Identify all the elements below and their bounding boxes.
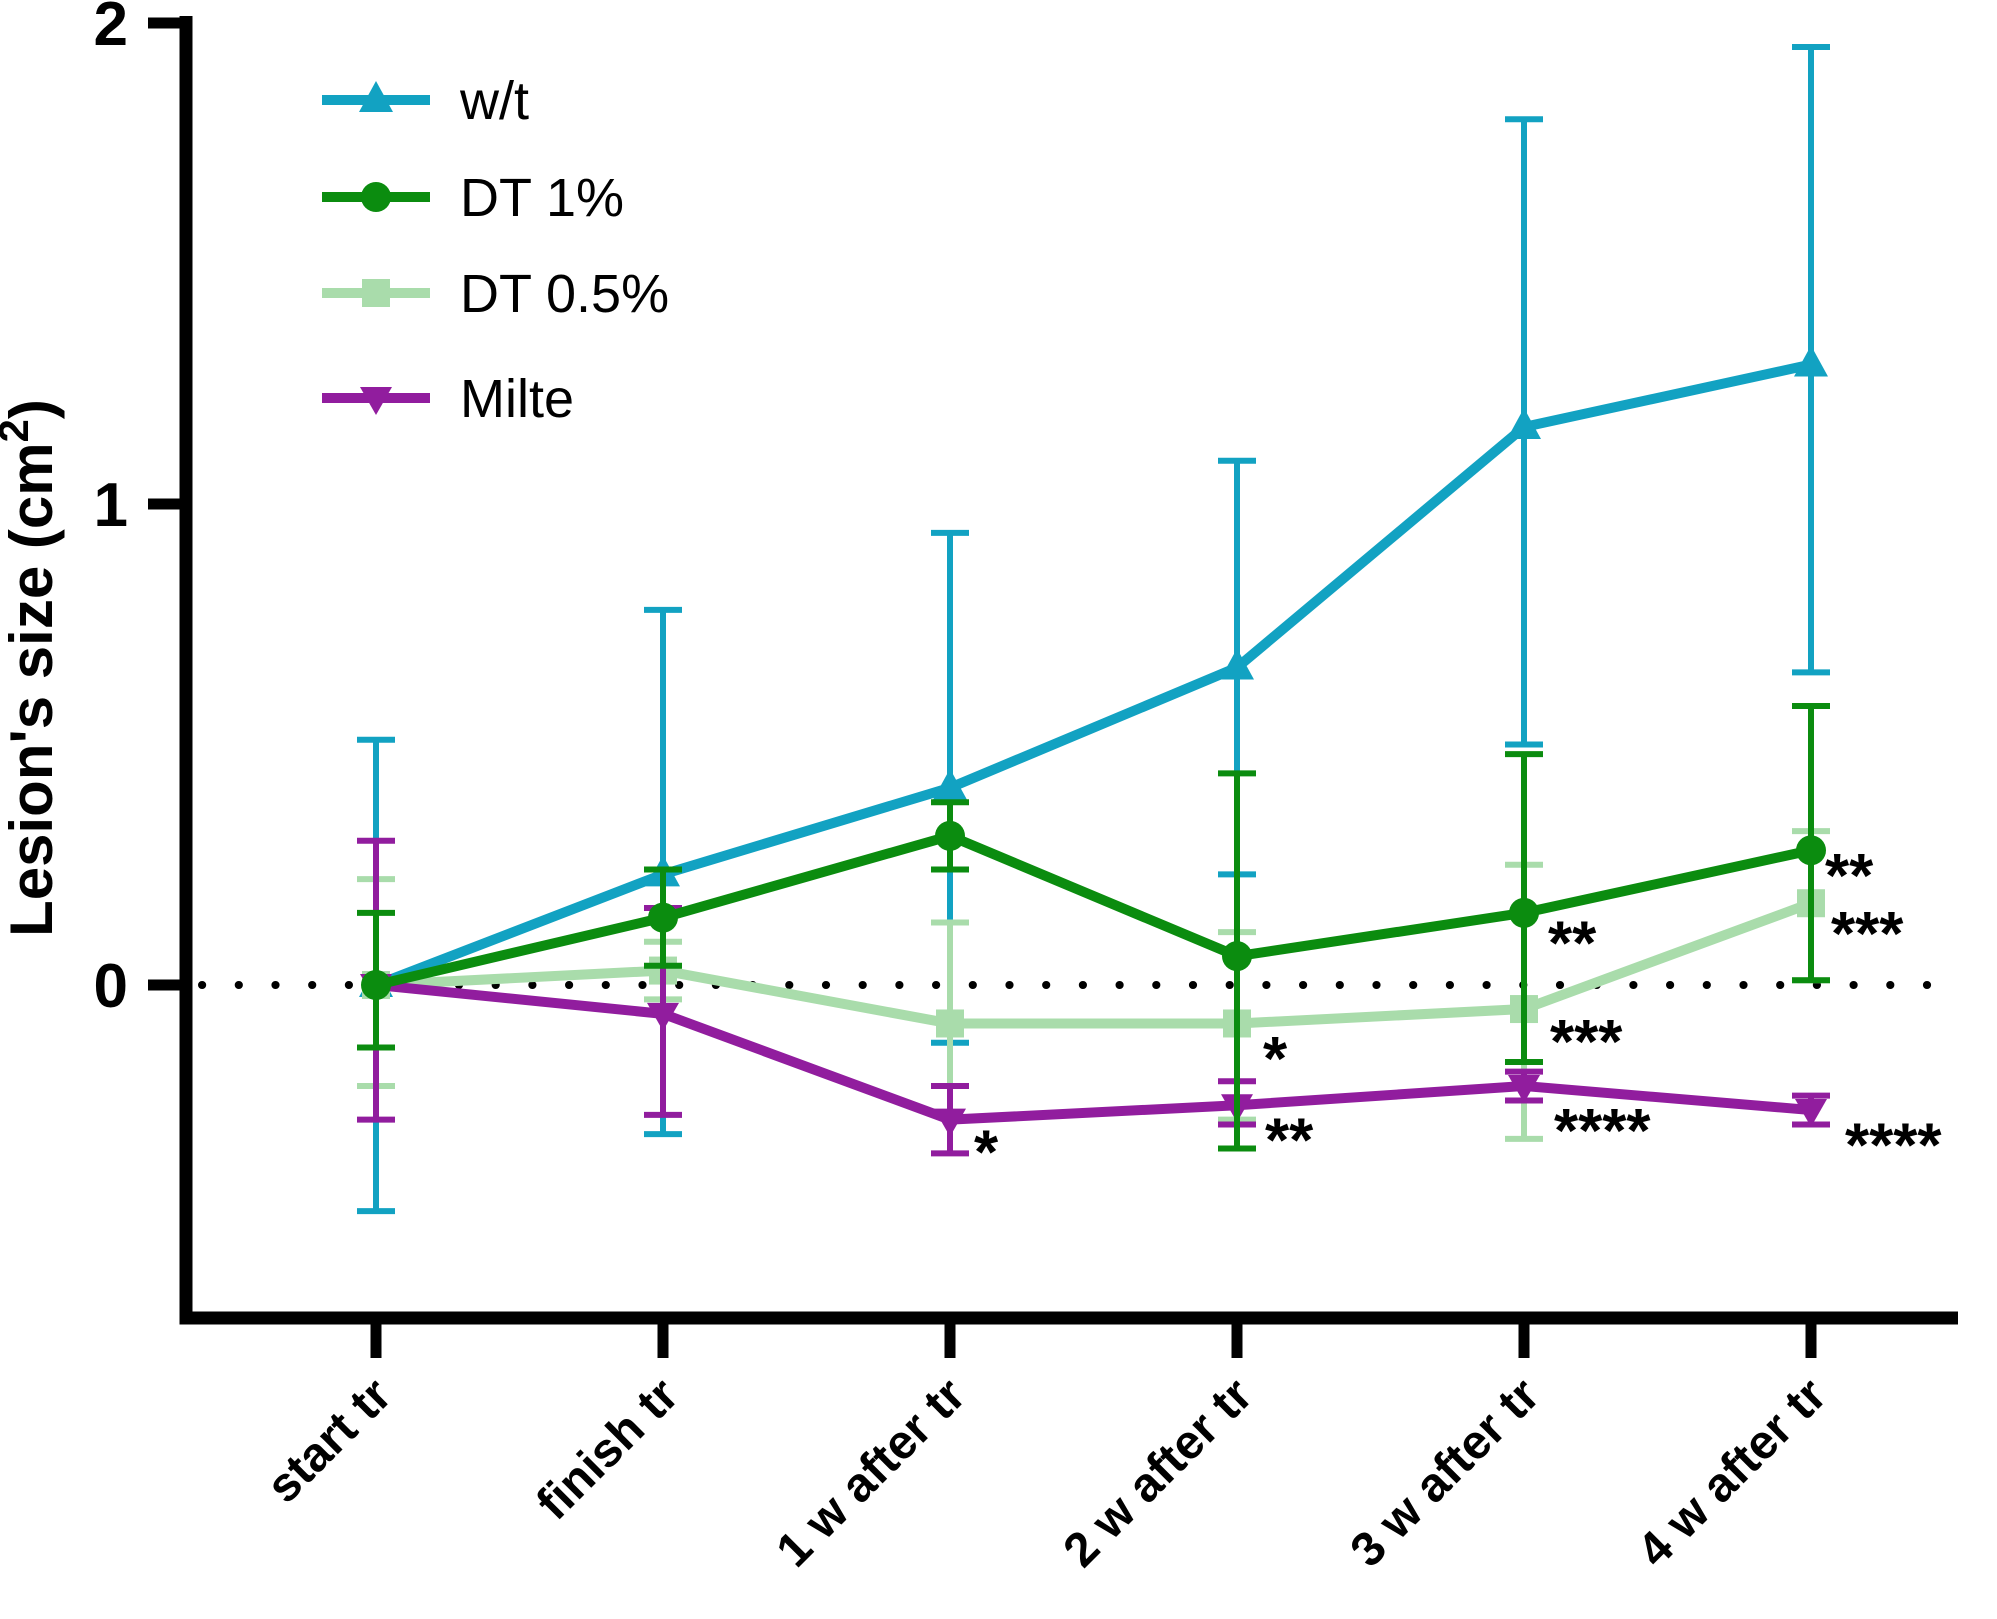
series-line [371, 980, 1816, 1125]
series-line [371, 898, 1816, 1029]
legend-item: Milte [322, 369, 574, 429]
significance-label: ** [1548, 909, 1597, 978]
x-tick-label: 3 w after tr [1341, 1368, 1550, 1577]
series-line [371, 830, 1816, 990]
significance-label: *** [1831, 900, 1904, 969]
circle-marker [1796, 835, 1826, 866]
series-milte [357, 837, 1830, 1157]
legend-label: DT 1% [460, 168, 624, 228]
x-tick-label: start tr [257, 1368, 402, 1513]
circle-marker [361, 970, 391, 1000]
circle-marker [1509, 897, 1539, 928]
triangle-down-icon [360, 387, 392, 415]
legend-label: Milte [460, 369, 574, 429]
y-tick-label: 0 [94, 952, 128, 1021]
circle-marker [648, 902, 678, 933]
y-tick-label: 1 [94, 471, 128, 540]
legend-item: w/t [322, 71, 529, 131]
significance-label: *** [1550, 1008, 1623, 1077]
triangle-up-marker [1220, 648, 1254, 680]
x-tick-label: 1 w after tr [767, 1368, 976, 1577]
significance-label: **** [1845, 1112, 1942, 1181]
x-tick-label: 2 w after tr [1054, 1368, 1263, 1577]
circle-icon [361, 182, 391, 212]
series-line [371, 359, 1816, 990]
triangle-up-marker [1794, 345, 1828, 377]
triangle-up-icon [359, 81, 393, 112]
triangle-down-marker [647, 1002, 679, 1031]
significance-label: * [974, 1119, 999, 1188]
circle-marker [935, 820, 965, 851]
significance-label: * [1263, 1025, 1288, 1094]
circle-marker [1222, 941, 1252, 972]
y-axis-title: Lesion's size (cm2) [0, 399, 65, 937]
triangle-up-marker [933, 768, 967, 800]
square-icon [362, 279, 390, 307]
y-tick-label: 2 [94, 0, 128, 59]
significance-label: ** [1825, 842, 1874, 911]
legend-label: w/t [459, 71, 529, 131]
legend-item: DT 0.5% [322, 264, 669, 324]
triangle-up-marker [1507, 408, 1541, 440]
legend-item: DT 1% [322, 168, 624, 228]
significance-label: ** [1265, 1107, 1314, 1176]
square-marker [936, 1009, 964, 1038]
series-dt-1- [357, 703, 1830, 1152]
triangle-down-marker [934, 1108, 966, 1137]
x-tick-label: 4 w after tr [1628, 1368, 1837, 1577]
legend-label: DT 0.5% [460, 264, 669, 324]
significance-label: **** [1554, 1097, 1651, 1166]
triangle-down-marker [1508, 1075, 1540, 1104]
x-tick-label: finish tr [527, 1368, 689, 1530]
triangle-down-marker [1795, 1099, 1827, 1128]
